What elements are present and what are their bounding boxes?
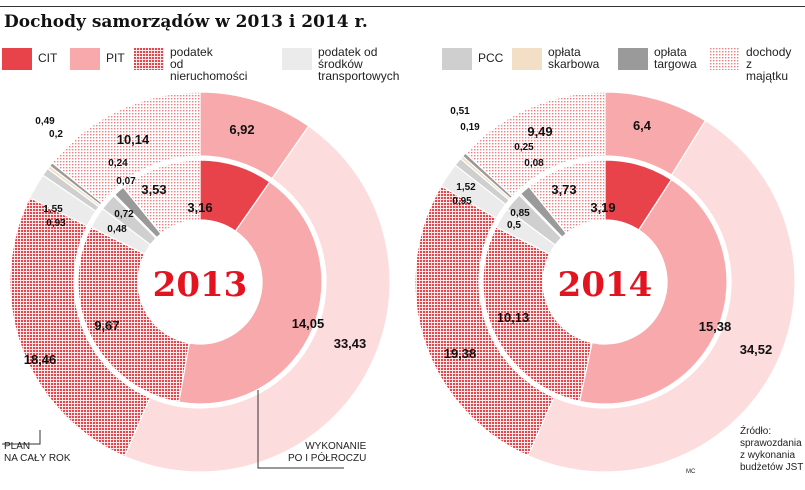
donut-2014-outer-label-pcc: 0,51 [450,106,470,117]
donut-2013-inner-label-targowa: 0,48 [107,224,127,235]
legend-swatch-transport [282,48,312,70]
donut-2014: 2014 6,4 34,52 19,38 1,52 0,51 0,19 0,25 9,49 3,1… [414,91,796,473]
legend-label-pit: PIT [106,51,125,65]
donut-2013-outer-slice-majatek [51,91,201,204]
donut-2013-inner-slice-pit [178,181,323,405]
legend-swatch-targowa [618,48,648,70]
donut-2014-inner-label-pcc: 0,85 [510,208,530,219]
donut-2014-outer-slice-pit [527,119,796,473]
donut-2013-inner-slice-majatek [122,159,201,235]
legend-swatch-skarbowa [512,48,542,70]
donut-2014-outer-label-majatek: 9,49 [527,124,552,139]
top-rule [0,6,805,7]
legend-swatch-cit [2,48,32,70]
donut-2013-inner-label-majatek: 3,53 [141,182,166,197]
donut-2014-outer-slice-nieruchomosci [414,184,555,457]
donut-2014-year-label: 2014 [558,265,653,305]
donut-2013-inner-label-pcc: 0,72 [114,209,134,220]
legend-swatch-nieruchomosci [134,48,164,70]
donut-2014-inner-label-targowa: 0,5 [507,220,521,231]
legend-swatch-pcc [442,48,472,70]
source-note: Źródło: sprawozdania z wykonania budżetó… [740,426,804,473]
legend-swatch-fill [70,48,100,70]
donut-2014-inner-label-skarbowa: 0,08 [524,158,544,169]
donut-2013-outer-label-transport: 1,55 [43,204,63,215]
donut-2014-outer-label-targowa: 0,25 [514,142,534,153]
donut-2013: 2013 6,92 33,43 18,46 1,55 0,49 0,2 0,24 10,14 3,… [9,91,391,473]
chart-title: Dochody samorządów w 2013 i 2014 r. [4,12,368,32]
donut-2014-outer-label-skarbowa: 0,19 [460,122,480,133]
legend-swatch-fill [134,48,164,70]
donut-2013-outer-label-targowa: 0,24 [108,158,128,169]
plan-leader-line [2,430,41,445]
donut-2014-outer-label-pit: 34,52 [740,342,773,357]
donut-2014-outer-label-cit: 6,4 [633,118,652,133]
donut-2013-outer-label-pcc: 0,49 [35,116,55,127]
donut-charts: 2013 6,92 33,43 18,46 1,55 0,49 0,2 0,24 10,14 3,… [2,91,796,473]
donut-2013-center [139,221,261,343]
wykonanie-leader-line [257,390,344,469]
donut-2013-inner-label-nieruchomosci: 9,67 [94,318,119,333]
annotation-plan: PLAN NA CAŁY ROK [4,441,71,464]
donut-2013-outer-label-nieruchomosci: 18,46 [24,352,57,367]
donut-2013-inner-label-pit: 14,05 [292,316,325,331]
donut-2013-outer-slice-pit [123,125,391,473]
legend-label-pcc: PCC [478,51,504,65]
donut-2014-outer-label-nieruchomosci: 19,38 [444,346,477,361]
donut-2013-inner-label-transport: 0,93 [46,218,66,229]
donut-2013-year-label: 2013 [153,265,248,305]
legend-swatch-pit [70,48,100,70]
donut-2014-outer-slice-majatek [464,91,606,198]
donut-2014-inner-label-transport: 0,95 [452,196,472,207]
legend-label-targowa: opłata targowa [654,45,697,71]
legend: CIT PIT podatek od nieruchomości podatek… [0,45,805,83]
donut-2014-center [544,221,666,343]
donut-2014-inner-slice-majatek [528,159,606,235]
donut-2014-inner-slice-pit [578,178,728,405]
donut-2014-inner-label-nieruchomosci: 10,13 [497,310,530,325]
legend-swatch-fill [282,48,312,70]
legend-label-nieruchomosci: podatek od nieruchomości [170,45,248,83]
donut-2013-outer-slice-nieruchomosci [9,196,151,458]
annotation-wykonanie: WYKONANIE PO I PÓŁROCZU [288,441,367,464]
donut-2014-inner-slice-nieruchomosci [482,226,593,403]
legend-swatch-fill [2,48,32,70]
author-credit: MC [686,469,696,475]
legend-label-transport: podatek od środków transportowych [318,45,400,83]
legend-swatch-fill [442,48,472,70]
legend-swatch-majatek [710,48,740,70]
donut-2014-inner-label-pit: 15,38 [699,319,732,334]
donut-2013-inner-label-skarbowa: 0,07 [116,176,136,187]
legend-swatch-fill [618,48,648,70]
annotation-lines [2,390,344,469]
donut-2013-outer-label-cit: 6,92 [229,122,254,137]
donut-2013-inner-label-cit: 3,16 [187,200,212,215]
donut-2013-outer-label-pit: 33,43 [334,336,367,351]
donut-2014-outer-label-transport: 1,52 [456,182,476,193]
donut-2013-outer-label-skarbowa: 0,2 [49,129,63,140]
donut-2014-inner-label-cit: 3,19 [590,200,615,215]
legend-swatch-fill [710,48,740,70]
legend-label-majatek: dochody z majątku [746,45,792,83]
donut-2013-outer-label-majatek: 10,14 [117,132,150,147]
donut-2014-inner-label-majatek: 3,73 [551,182,576,197]
legend-label-skarbowa: opłata skarbowa [548,45,600,71]
donut-2013-inner-slice-nieruchomosci [77,226,190,403]
legend-label-cit: CIT [38,51,58,65]
legend-swatch-fill [512,48,542,70]
